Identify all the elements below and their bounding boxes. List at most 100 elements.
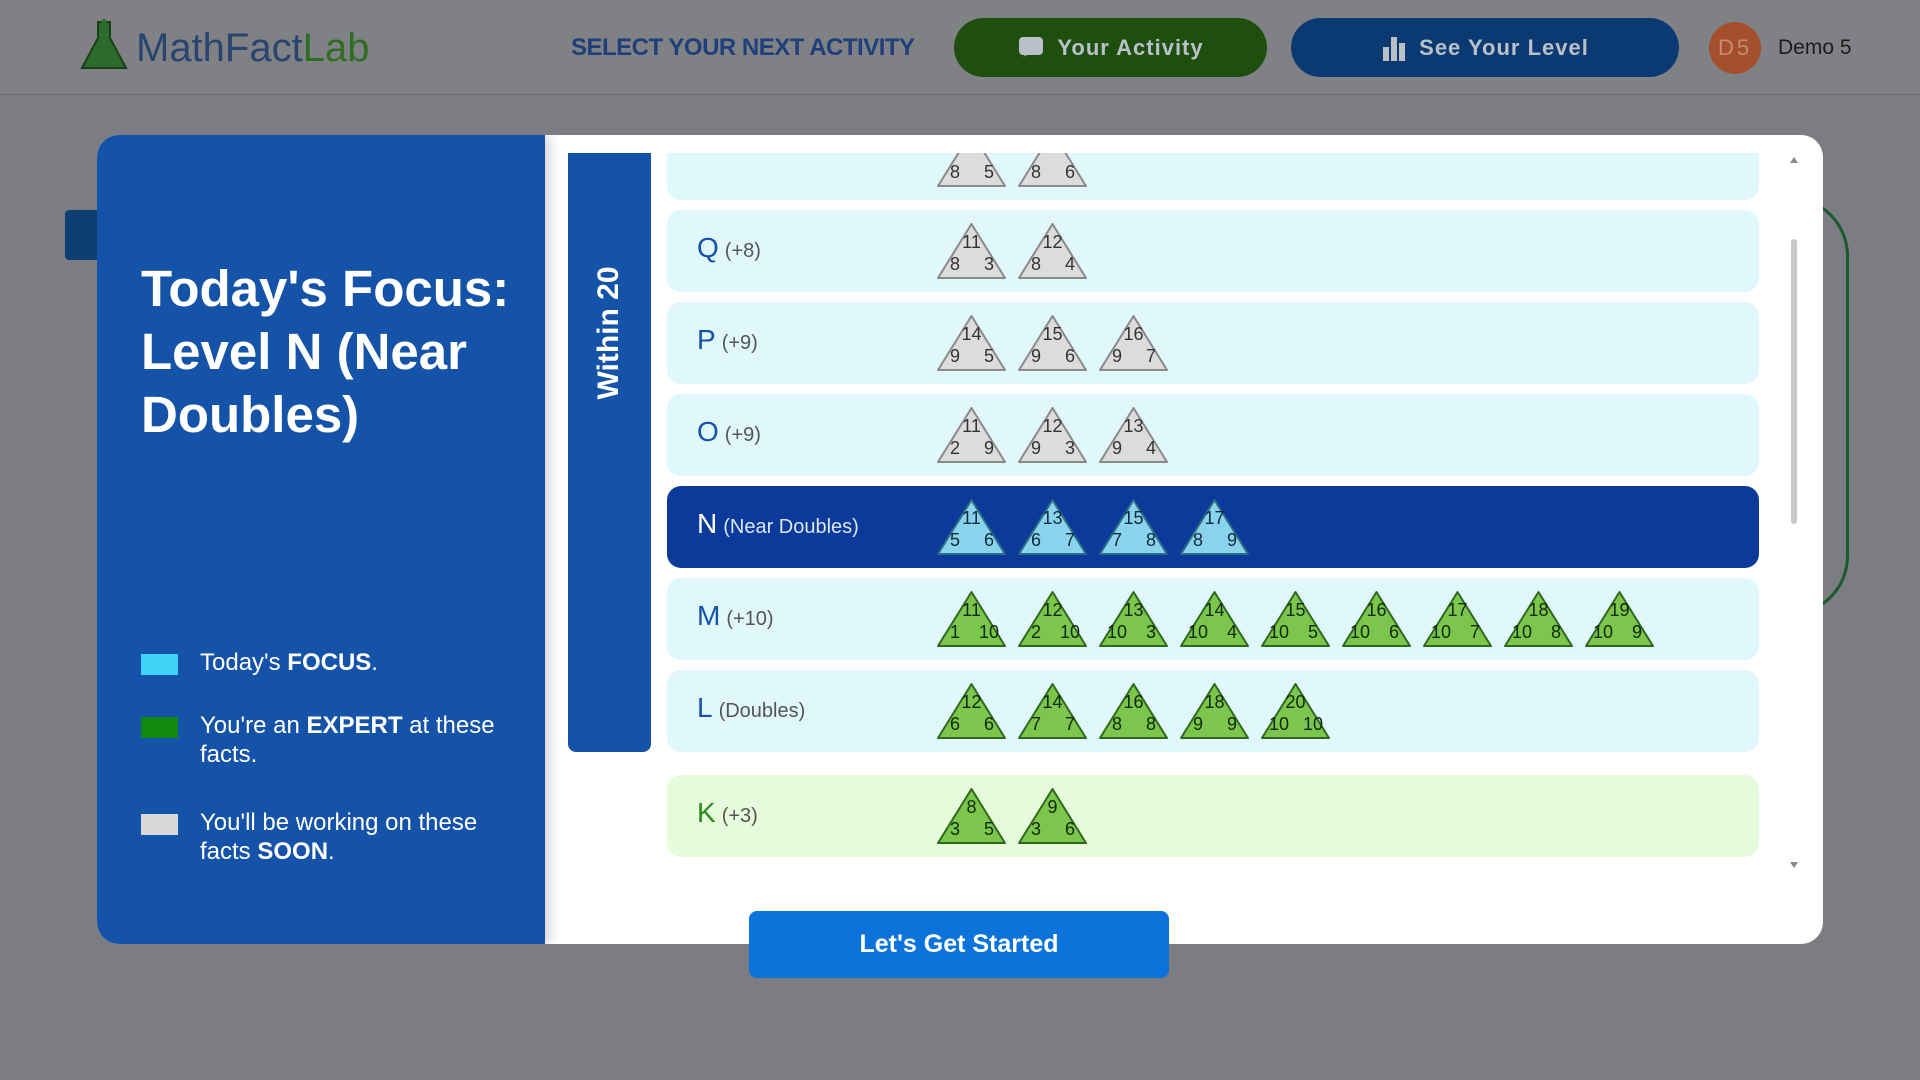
- triangle-shape: [1261, 683, 1330, 739]
- fact-addend: 9: [1227, 530, 1237, 550]
- fact-addend: 5: [984, 346, 994, 366]
- level-row: O (+9) 11 2 9 12 9 3 13 9 4: [667, 394, 1759, 476]
- scroll-down[interactable]: [1789, 860, 1799, 870]
- level-row: K (+3) 8 3 5 9 3 6: [667, 775, 1759, 857]
- fact-addend: 6: [1065, 819, 1075, 839]
- triangle-shape: [1018, 407, 1087, 463]
- level-letter: Q (+8): [697, 232, 761, 264]
- fact-sum: 15: [1123, 508, 1143, 528]
- fact-addend: 9: [1031, 438, 1041, 458]
- fact-sum: 12: [1042, 232, 1062, 252]
- level-name: O: [697, 416, 719, 447]
- fact-triangle: 136 7: [1018, 499, 1087, 555]
- triangle-shape: [1099, 683, 1168, 739]
- fact-sum: 14: [1204, 600, 1224, 620]
- fact-addend: 7: [1470, 622, 1480, 642]
- level-letter: P (+9): [697, 324, 758, 356]
- activity-button[interactable]: Your Activity: [954, 18, 1267, 77]
- fact-addend: 8: [1146, 530, 1156, 550]
- fact-sum: 12: [961, 692, 981, 712]
- fact-sum: 13: [1123, 600, 1143, 620]
- fact-addend: 6: [1065, 346, 1075, 366]
- icon: [1383, 36, 1406, 61]
- scroll-up[interactable]: [1789, 155, 1799, 165]
- level-subtitle: (+8): [724, 240, 761, 262]
- legend-item: You're an EXPERT at these facts.: [141, 711, 511, 769]
- fact-addend: 4: [1065, 254, 1075, 274]
- fact-sum: 13: [1123, 416, 1143, 436]
- fact-addend: 10: [1269, 714, 1289, 734]
- fact-addend: 3: [1146, 622, 1156, 642]
- triangle-shape: [1018, 683, 1087, 739]
- level-letter: N (Near Doubles): [697, 508, 859, 540]
- fact-addend: 8: [1193, 530, 1203, 550]
- triangle-shape: [1099, 499, 1168, 555]
- level-button[interactable]: See Your Level: [1291, 18, 1679, 77]
- fact-triangle: 169 7: [1099, 315, 1168, 371]
- legend-text: You're an: [200, 712, 307, 739]
- fact-addend: 10: [1350, 622, 1370, 642]
- fact-addend: 3: [1065, 438, 1075, 458]
- level-name: K: [697, 797, 716, 828]
- legend-text: FOCUS: [287, 649, 372, 676]
- fact-sum: 16: [1123, 692, 1143, 712]
- fact-addend: 9: [1112, 438, 1122, 458]
- fact-sum: 11: [962, 508, 981, 528]
- fact-addend: 5: [1308, 622, 1318, 642]
- triangle-shape: [1180, 591, 1249, 647]
- header: MathFactLab SELECT YOUR NEXT ACTIVITY Yo…: [0, 0, 1920, 95]
- scroll-thumb[interactable]: [1791, 239, 1797, 524]
- section-label: Within 20: [592, 266, 625, 400]
- level-subtitle: (+9): [724, 424, 761, 446]
- nav-label: SELECT YOUR NEXT ACTIVITY: [571, 34, 915, 61]
- level-subtitle: (Doubles): [718, 700, 806, 722]
- legend-text: at these facts.: [200, 712, 495, 768]
- fact-triangle: 83 5: [937, 788, 1006, 844]
- fact-addend: 3: [984, 254, 994, 274]
- triangle-shape: [1504, 591, 1573, 647]
- triangle-shape: [1423, 591, 1492, 647]
- fact-addend: 10: [1107, 622, 1127, 642]
- fact-triangle: 111 10: [937, 591, 1006, 647]
- avatar[interactable]: D5: [1709, 22, 1761, 74]
- fact-addend: 6: [1389, 622, 1399, 642]
- fact-triangle: 128 4: [1018, 223, 1087, 279]
- triangle-shape: [1585, 591, 1654, 647]
- fact-addend: 5: [984, 162, 994, 182]
- icon: [1019, 36, 1044, 57]
- fact-addend: 8: [950, 162, 960, 182]
- fact-addend: 10: [1303, 714, 1323, 734]
- fact-addend: 9: [1193, 714, 1203, 734]
- fact-triangle: 126 6: [937, 683, 1006, 739]
- logo-text: Lab: [302, 26, 370, 70]
- fact-addend: 10: [1593, 622, 1613, 642]
- legend-text: You'll be working on these facts: [200, 809, 478, 865]
- triangle-shape: [1018, 788, 1087, 844]
- triangle-shape: [1261, 591, 1330, 647]
- fact-addend: 10: [1269, 622, 1289, 642]
- fact-addend: 7: [1031, 714, 1041, 734]
- fact-addend: 7: [1065, 714, 1075, 734]
- triangle-shape: [1018, 153, 1087, 187]
- levels-list: Within 20 8 5 8 6 Q (+8) 11 8 3 12 8 4 P (+9) 14 9 5 15 9 6 1…: [568, 153, 1788, 873]
- level-name: P: [697, 324, 716, 355]
- fact-addend: 6: [984, 530, 994, 550]
- start-button[interactable]: Let's Get Started: [749, 911, 1169, 978]
- level-name: M: [697, 600, 721, 631]
- legend-swatch: [141, 654, 178, 675]
- level-row: Q (+8) 11 8 3 12 8 4: [667, 210, 1759, 292]
- triangle-shape: [1180, 683, 1249, 739]
- fact-sum: 13: [1042, 508, 1062, 528]
- level-subtitle: (+10): [726, 608, 774, 630]
- fact-addend: 8: [1146, 714, 1156, 734]
- triangle-shape: [1018, 223, 1087, 279]
- fact-addend: 8: [1551, 622, 1561, 642]
- triangle-shape: [937, 683, 1006, 739]
- level-row: L (Doubles) 12 6 6 14 7 7 16 8 8 18 9 9 20 10 10: [667, 670, 1759, 752]
- level-letter: M (+10): [697, 600, 774, 632]
- user-name: Demo 5: [1778, 36, 1852, 59]
